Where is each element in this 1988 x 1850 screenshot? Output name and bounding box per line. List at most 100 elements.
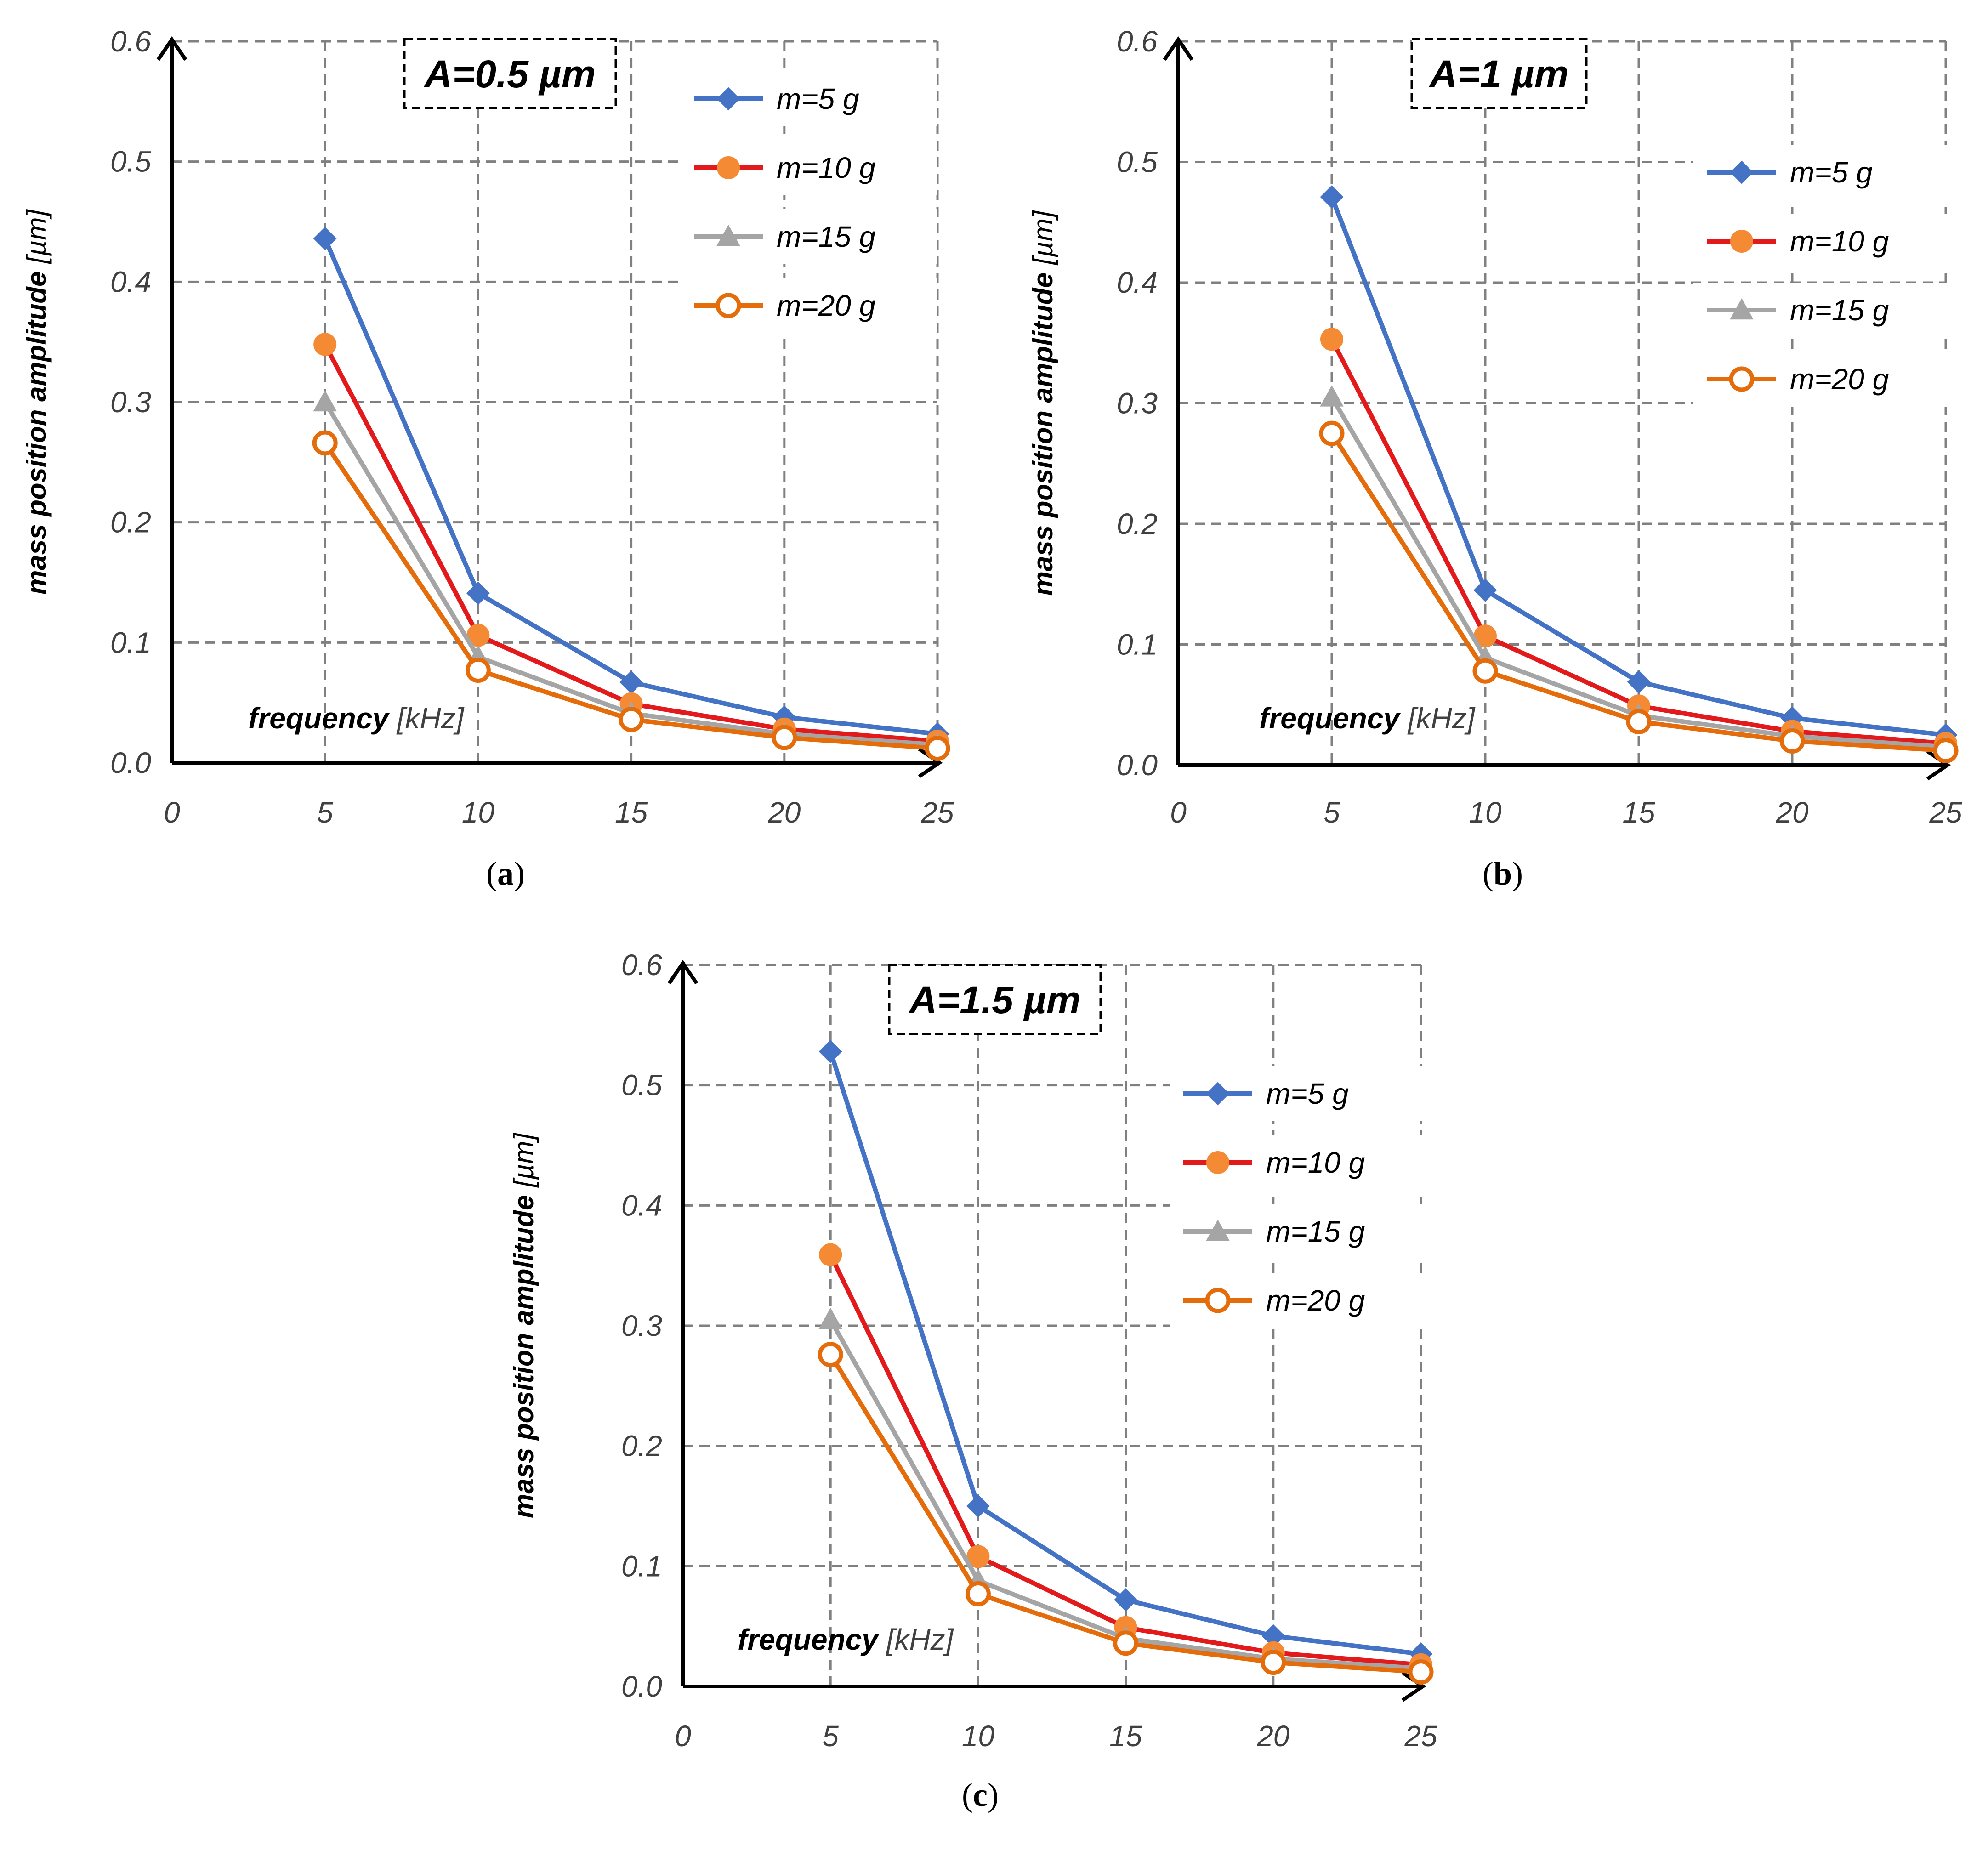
legend-swatch-marker <box>1730 230 1753 253</box>
y-tick-label: 0.1 <box>110 626 151 659</box>
x-axis-label-unit: [kHz] <box>396 702 465 735</box>
x-axis-label-text: frequency <box>248 702 397 735</box>
chart-panel-a: 0.0 0.1 0.2 0.3 0.4 0.5 0.6 0 5 10 15 20 25 mass posi… <box>21 25 954 892</box>
legend-swatch-marker <box>1206 1219 1230 1241</box>
legend-b: m=5 g m=10 g m=15 g m=20 g <box>1693 145 1951 407</box>
legend-swatch-marker <box>717 156 740 179</box>
x-tick-label: 0 <box>1170 796 1187 829</box>
y-tick-label: 0.5 <box>110 145 151 178</box>
y-axis-label-unit: [µm] <box>1028 210 1058 266</box>
y-axis-label-text: mass position amplitude <box>508 1187 539 1518</box>
data-point <box>965 1581 991 1607</box>
panel-label-letter: a <box>497 855 514 892</box>
data-point <box>466 581 490 605</box>
annotation-box <box>888 964 1102 1035</box>
y-tick-label: 0.0 <box>1117 749 1158 782</box>
legend-swatch-marker <box>716 293 741 318</box>
y-tick-label: 0.0 <box>110 746 151 779</box>
x-axis-arrow <box>918 747 943 778</box>
x-tick-label: 5 <box>822 1719 839 1753</box>
x-tick-label: 15 <box>1109 1719 1142 1753</box>
legend-swatch-marker <box>1730 160 1754 184</box>
y-tick-label: 0.6 <box>1117 25 1158 58</box>
data-point <box>819 1243 842 1266</box>
y-tick-label: 0.3 <box>110 386 151 419</box>
data-point <box>818 1039 842 1063</box>
data-point <box>1320 328 1343 351</box>
x-tick-label: 20 <box>1256 1719 1290 1753</box>
x-tick-label: 15 <box>615 796 648 829</box>
x-tick-label: 25 <box>1929 796 1962 829</box>
y-tick-label: 0.0 <box>621 1670 662 1703</box>
chart-panel-b: 0.0 0.1 0.2 0.3 0.4 0.5 0.6 0 5 10 15 20 25 mass posi… <box>1028 25 1962 892</box>
y-tick-label: 0.5 <box>621 1069 662 1102</box>
data-point <box>313 333 337 356</box>
annotation-text: A=1 µm <box>1429 52 1569 96</box>
x-tick-label: 5 <box>317 796 333 829</box>
axes-c <box>667 959 1426 1702</box>
y-tick-label: 0.4 <box>621 1189 662 1222</box>
y-tick-label: 0.2 <box>1117 507 1158 540</box>
y-axis-arrow <box>156 36 187 61</box>
annotation-box <box>403 38 617 109</box>
legend-swatch-marker <box>1205 1288 1231 1313</box>
legend-entry: m=20 g <box>1266 1284 1365 1317</box>
x-axis-label-text: frequency <box>1259 702 1408 735</box>
y-axis-label-text: mass position amplitude <box>21 264 52 595</box>
y-tick-label: 0.3 <box>621 1309 662 1342</box>
legend-a: m=5 g m=10 g m=15 g m=20 g <box>680 71 937 333</box>
chart-panel-c: 0.0 0.1 0.2 0.3 0.4 0.5 0.6 0 5 10 15 20 25 mass posi… <box>508 948 1437 1813</box>
y-tick-label: 0.2 <box>110 506 151 539</box>
series-b-3 <box>1319 420 1959 763</box>
data-point <box>1261 1650 1286 1675</box>
data-point <box>818 1342 843 1368</box>
legend-swatch-marker <box>716 87 740 111</box>
data-point <box>1626 709 1652 734</box>
data-point <box>818 1307 842 1329</box>
panel-label: (c) <box>962 1776 999 1813</box>
series-c-0 <box>818 1039 1433 1666</box>
series-c-3 <box>818 1342 1434 1685</box>
axes-a <box>156 36 943 778</box>
legend-entry: m=10 g <box>1266 1146 1365 1179</box>
y-tick-label: 0.1 <box>1117 628 1158 661</box>
y-tick-label: 0.5 <box>1117 146 1158 179</box>
legend-swatch-marker <box>1206 1151 1229 1174</box>
annotation-text: A=0.5 µm <box>424 52 596 96</box>
series-b-0 <box>1320 185 1958 747</box>
legend-entry: m=5 g <box>1790 156 1873 189</box>
data-point <box>1472 658 1498 684</box>
y-axis-label-text: mass position amplitude <box>1028 265 1058 596</box>
legend-entry: m=5 g <box>777 82 859 115</box>
data-point <box>312 430 338 456</box>
x-axis-arrow <box>1401 1671 1426 1702</box>
data-point <box>1779 728 1805 754</box>
x-tick-label: 20 <box>767 796 801 829</box>
legend-entry: m=20 g <box>1790 363 1889 396</box>
data-point <box>925 736 950 761</box>
data-point <box>772 725 797 750</box>
series-a-3 <box>312 430 950 761</box>
panel-label: (b) <box>1482 855 1523 892</box>
data-point <box>619 707 644 732</box>
data-point <box>966 1494 990 1518</box>
series-a-0 <box>313 227 949 746</box>
data-point <box>1114 1588 1138 1612</box>
data-point <box>313 227 337 250</box>
data-point <box>1473 578 1497 602</box>
y-axis-label: mass position amplitude [µm] <box>1028 210 1058 596</box>
legend-entry: m=20 g <box>777 289 876 322</box>
data-point <box>1408 1659 1434 1685</box>
x-tick-label: 5 <box>1323 796 1340 829</box>
x-tick-label: 15 <box>1622 796 1655 829</box>
data-point <box>1320 385 1344 407</box>
legend-swatch-marker <box>1729 366 1755 392</box>
legend-entry: m=15 g <box>1266 1215 1365 1248</box>
x-tick-label: 10 <box>462 796 495 829</box>
x-tick-label: 10 <box>1469 796 1502 829</box>
x-axis-label-text: frequency <box>738 1623 886 1656</box>
legend-entry: m=10 g <box>777 151 876 184</box>
legend-swatch-marker <box>1730 298 1754 320</box>
data-point <box>1320 185 1344 209</box>
